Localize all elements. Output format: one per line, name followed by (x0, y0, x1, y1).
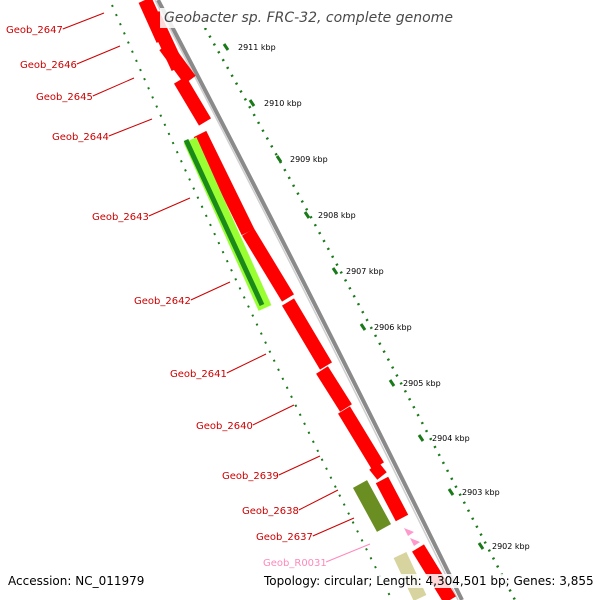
gene-label[interactable]: Geob_2641 (170, 369, 227, 380)
gene-block-2645 (159, 41, 196, 85)
inner-dotted-track (111, 4, 393, 600)
gene-label[interactable]: Geob_2647 (6, 25, 63, 36)
gene-leader-line (252, 404, 295, 426)
scale-tick (275, 155, 283, 163)
gene-label[interactable]: Geob_2643 (92, 212, 149, 223)
gene-leader-line (226, 353, 267, 374)
gene-leader-line (278, 455, 321, 476)
gene-label[interactable]: Geob_2646 (20, 60, 77, 71)
topology-label: Topology: circular; Length: 4,304,501 bp… (262, 574, 596, 588)
scale-tick (447, 488, 455, 496)
scale-tick (388, 379, 396, 387)
gene-block-2637 (375, 476, 409, 522)
gene-label[interactable]: Geob_2640 (196, 421, 253, 432)
gene-leader-line (76, 45, 121, 65)
gene-label[interactable]: Geob_2639 (222, 471, 279, 482)
accession-label: Accession: NC_011979 (8, 574, 145, 588)
map-title: Geobacter sp. FRC-32, complete genome (160, 8, 457, 28)
gene-leader-line (298, 489, 339, 511)
kbp-label: 2902 kbp (492, 542, 530, 551)
scale-tick (248, 99, 256, 107)
scale-tick (477, 542, 485, 550)
scale-tick (222, 43, 230, 51)
kbp-label: 2903 kbp (462, 488, 500, 497)
genome-backbone (156, 0, 464, 600)
gene-block-2642-red (242, 228, 294, 302)
gene-block-2639 (338, 406, 384, 470)
gene-label[interactable]: Geob_2644 (52, 132, 109, 143)
gene-block-2640 (316, 366, 352, 412)
gene-block-2638 (352, 480, 392, 532)
gene-leader-line (325, 543, 371, 563)
kbp-label: 2904 kbp (432, 434, 470, 443)
gene-label[interactable]: Geob_2645 (36, 92, 93, 103)
gene-label[interactable]: Geob_R0031 (263, 558, 327, 569)
scale-tick (331, 267, 339, 275)
genome-backbone-inner (154, 0, 459, 600)
scale-tick (417, 434, 425, 442)
gene-leader-line (92, 77, 135, 97)
gene-leader-line (312, 517, 355, 537)
kbp-label: 2905 kbp (403, 379, 441, 388)
rna-mark (404, 528, 414, 536)
kbp-label: 2907 kbp (346, 267, 384, 276)
gene-label[interactable]: Geob_2637 (256, 532, 313, 543)
scale-tick (359, 323, 367, 331)
scale-tick (303, 211, 311, 219)
gene-block-small (369, 462, 387, 480)
gene-block-2643-stripe (183, 138, 265, 307)
rna-mark (410, 538, 420, 546)
kbp-label: 2908 kbp (318, 211, 356, 220)
gene-leader-line (62, 12, 105, 30)
kbp-label: 2906 kbp (374, 323, 412, 332)
gene-label[interactable]: Geob_2638 (242, 506, 299, 517)
gene-leader-line (190, 281, 231, 301)
gene-block-2644 (173, 76, 212, 126)
gene-leader-line (108, 118, 153, 137)
gene-label[interactable]: Geob_2642 (134, 296, 191, 307)
gene-leader-line (148, 197, 191, 217)
kbp-label: 2910 kbp (264, 99, 302, 108)
kbp-label: 2909 kbp (290, 155, 328, 164)
gene-block-2641 (281, 298, 333, 370)
gene-block-2643-red (193, 130, 255, 236)
kbp-label: 2911 kbp (238, 43, 276, 52)
